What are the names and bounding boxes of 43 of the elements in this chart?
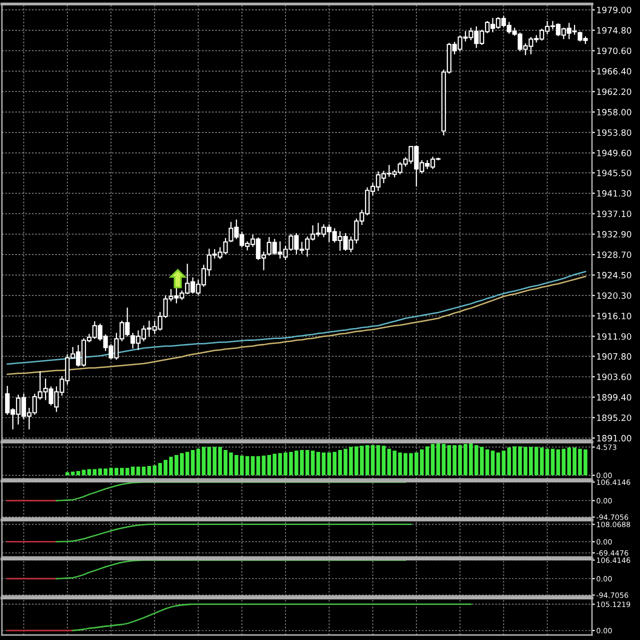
bar — [370, 445, 375, 476]
y-tick-label: 1953.80 — [597, 129, 632, 136]
y-tick-label: 1911.90 — [597, 333, 632, 340]
y-tick-label: 1979.00 — [597, 6, 632, 14]
y-tick-label: 1974.80 — [597, 27, 632, 34]
bar — [550, 448, 555, 476]
y-tick-label: 1970.60 — [597, 48, 632, 54]
y-tick-label: 1916.10 — [597, 312, 632, 320]
bar — [376, 445, 380, 476]
y-tick-label: 1928.70 — [597, 251, 632, 258]
line-series — [56, 559, 406, 580]
y-tick-label: 1937.10 — [597, 210, 632, 218]
y-tick-label: 1920.30 — [597, 292, 632, 299]
y-tick-label: 1899.40 — [597, 394, 632, 401]
y-tick-label: 1958.00 — [597, 108, 632, 116]
y-tick-label: 1962.20 — [597, 88, 632, 95]
y-tick-label: 1949.60 — [597, 150, 632, 156]
y-tick-label: 1924.50 — [597, 272, 632, 278]
bar — [82, 470, 86, 476]
line-series — [72, 604, 472, 632]
bar — [310, 450, 315, 476]
bar — [430, 444, 435, 476]
y-tick-label: 1966.40 — [597, 68, 632, 75]
bar — [142, 466, 146, 476]
bar — [196, 448, 200, 476]
bar — [250, 456, 255, 476]
y-tick-label: 1945.50 — [597, 170, 632, 176]
y-tick-label: 1891.00 — [597, 434, 632, 442]
bar — [436, 443, 440, 476]
bar — [485, 449, 490, 476]
y-tick-label: 1907.80 — [597, 353, 632, 360]
bar — [490, 450, 495, 476]
y-tick-label: 1903.60 — [597, 374, 632, 380]
line-series — [56, 524, 412, 542]
bar — [256, 456, 260, 476]
y-tick-label: 1941.30 — [597, 190, 632, 197]
y-tick-label: 1895.20 — [597, 414, 632, 422]
bar — [545, 448, 550, 476]
bar — [136, 466, 140, 476]
bar — [76, 470, 80, 476]
bar — [316, 452, 320, 476]
y-tick-label: 1932.90 — [597, 231, 632, 238]
line-series — [56, 481, 406, 502]
